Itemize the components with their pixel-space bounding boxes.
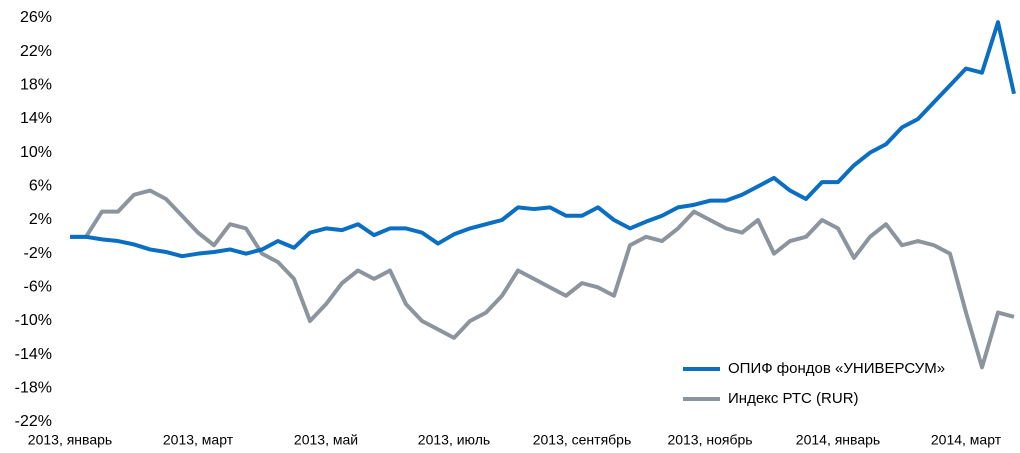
legend-label: Индекс РТС (RUR) — [728, 390, 859, 407]
data-line — [70, 20, 1016, 259]
y-tick-label: 18% — [20, 77, 52, 94]
y-tick-label: -6% — [24, 279, 52, 296]
x-tick-label: 2013, сентябрь — [533, 432, 632, 448]
y-tick-label: 10% — [20, 144, 52, 161]
data-line — [70, 188, 1015, 370]
y-tick-label: -2% — [24, 245, 52, 262]
y-tick-label: -10% — [15, 312, 52, 329]
y-tick-label: 2% — [29, 211, 52, 228]
x-tick-label: 2014, март — [931, 432, 1002, 448]
y-tick-label: -22% — [15, 413, 52, 430]
y-tick-label: 14% — [20, 110, 52, 127]
x-tick-label: 2013, ноябрь — [667, 432, 752, 448]
x-tick-label: 2013, март — [163, 432, 234, 448]
x-tick-label: 2013, январь — [28, 432, 112, 448]
y-tick-label: 6% — [29, 178, 52, 195]
x-tick-label: 2013, май — [294, 432, 358, 448]
y-tick-label: 22% — [20, 43, 52, 60]
x-tick-label: 2014, январь — [796, 432, 880, 448]
y-tick-label: -14% — [15, 346, 52, 363]
y-tick-label: 26% — [20, 9, 52, 26]
y-tick-label: -18% — [15, 380, 52, 397]
legend-label: ОПИФ фондов «УНИВЕРСУМ» — [728, 360, 945, 377]
x-tick-label: 2013, июль — [418, 432, 490, 448]
